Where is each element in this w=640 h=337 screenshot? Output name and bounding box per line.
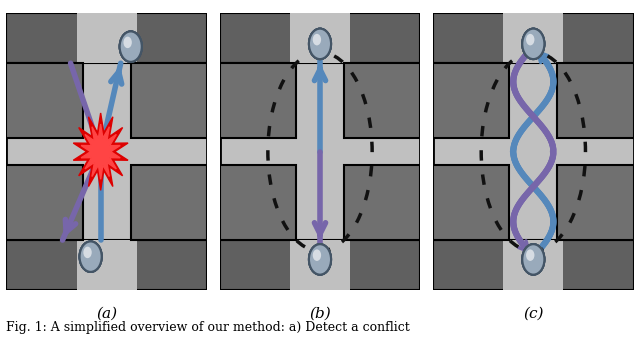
Bar: [557, 63, 634, 138]
Bar: [433, 165, 509, 240]
Text: (c): (c): [523, 306, 543, 320]
Circle shape: [522, 29, 545, 59]
Bar: [220, 13, 420, 63]
Bar: [557, 165, 634, 240]
Circle shape: [526, 249, 534, 261]
Circle shape: [309, 244, 331, 275]
Bar: [344, 165, 420, 240]
Circle shape: [79, 241, 102, 272]
Bar: [131, 63, 207, 138]
Circle shape: [313, 34, 321, 45]
Bar: [290, 13, 350, 63]
Circle shape: [120, 31, 142, 62]
Bar: [6, 13, 207, 63]
Circle shape: [309, 244, 331, 275]
Polygon shape: [81, 124, 120, 179]
Circle shape: [120, 31, 142, 62]
Polygon shape: [73, 113, 128, 190]
Text: Fig. 1: A simplified overview of our method: a) Detect a conflict: Fig. 1: A simplified overview of our met…: [6, 320, 410, 334]
Circle shape: [79, 241, 102, 272]
Circle shape: [120, 31, 142, 62]
Bar: [6, 165, 83, 240]
Bar: [290, 240, 350, 290]
Circle shape: [79, 241, 102, 272]
Bar: [433, 63, 509, 138]
Bar: [503, 240, 563, 290]
Bar: [220, 240, 420, 290]
Circle shape: [526, 34, 534, 45]
Circle shape: [309, 244, 331, 275]
Bar: [220, 63, 296, 138]
Circle shape: [522, 29, 545, 59]
Text: (b): (b): [309, 306, 331, 320]
Bar: [77, 240, 137, 290]
Circle shape: [522, 244, 545, 275]
Circle shape: [120, 31, 142, 62]
Circle shape: [309, 29, 331, 59]
Circle shape: [83, 247, 92, 258]
Bar: [77, 13, 137, 63]
Circle shape: [522, 244, 545, 275]
Circle shape: [79, 241, 102, 272]
Circle shape: [120, 31, 142, 62]
Text: (a): (a): [96, 306, 117, 320]
Circle shape: [309, 29, 331, 59]
Bar: [433, 240, 634, 290]
Bar: [344, 63, 420, 138]
Circle shape: [79, 241, 102, 272]
Circle shape: [309, 244, 331, 275]
Circle shape: [124, 37, 132, 48]
Circle shape: [313, 249, 321, 261]
Circle shape: [522, 244, 545, 275]
Bar: [503, 13, 563, 63]
Bar: [131, 165, 207, 240]
Circle shape: [522, 29, 545, 59]
Circle shape: [522, 29, 545, 59]
Bar: [220, 165, 296, 240]
Bar: [6, 63, 83, 138]
Bar: [6, 240, 207, 290]
Circle shape: [309, 29, 331, 59]
Circle shape: [522, 244, 545, 275]
Circle shape: [309, 29, 331, 59]
Circle shape: [309, 29, 331, 59]
Circle shape: [309, 244, 331, 275]
Circle shape: [522, 29, 545, 59]
Bar: [433, 13, 634, 63]
Circle shape: [522, 244, 545, 275]
